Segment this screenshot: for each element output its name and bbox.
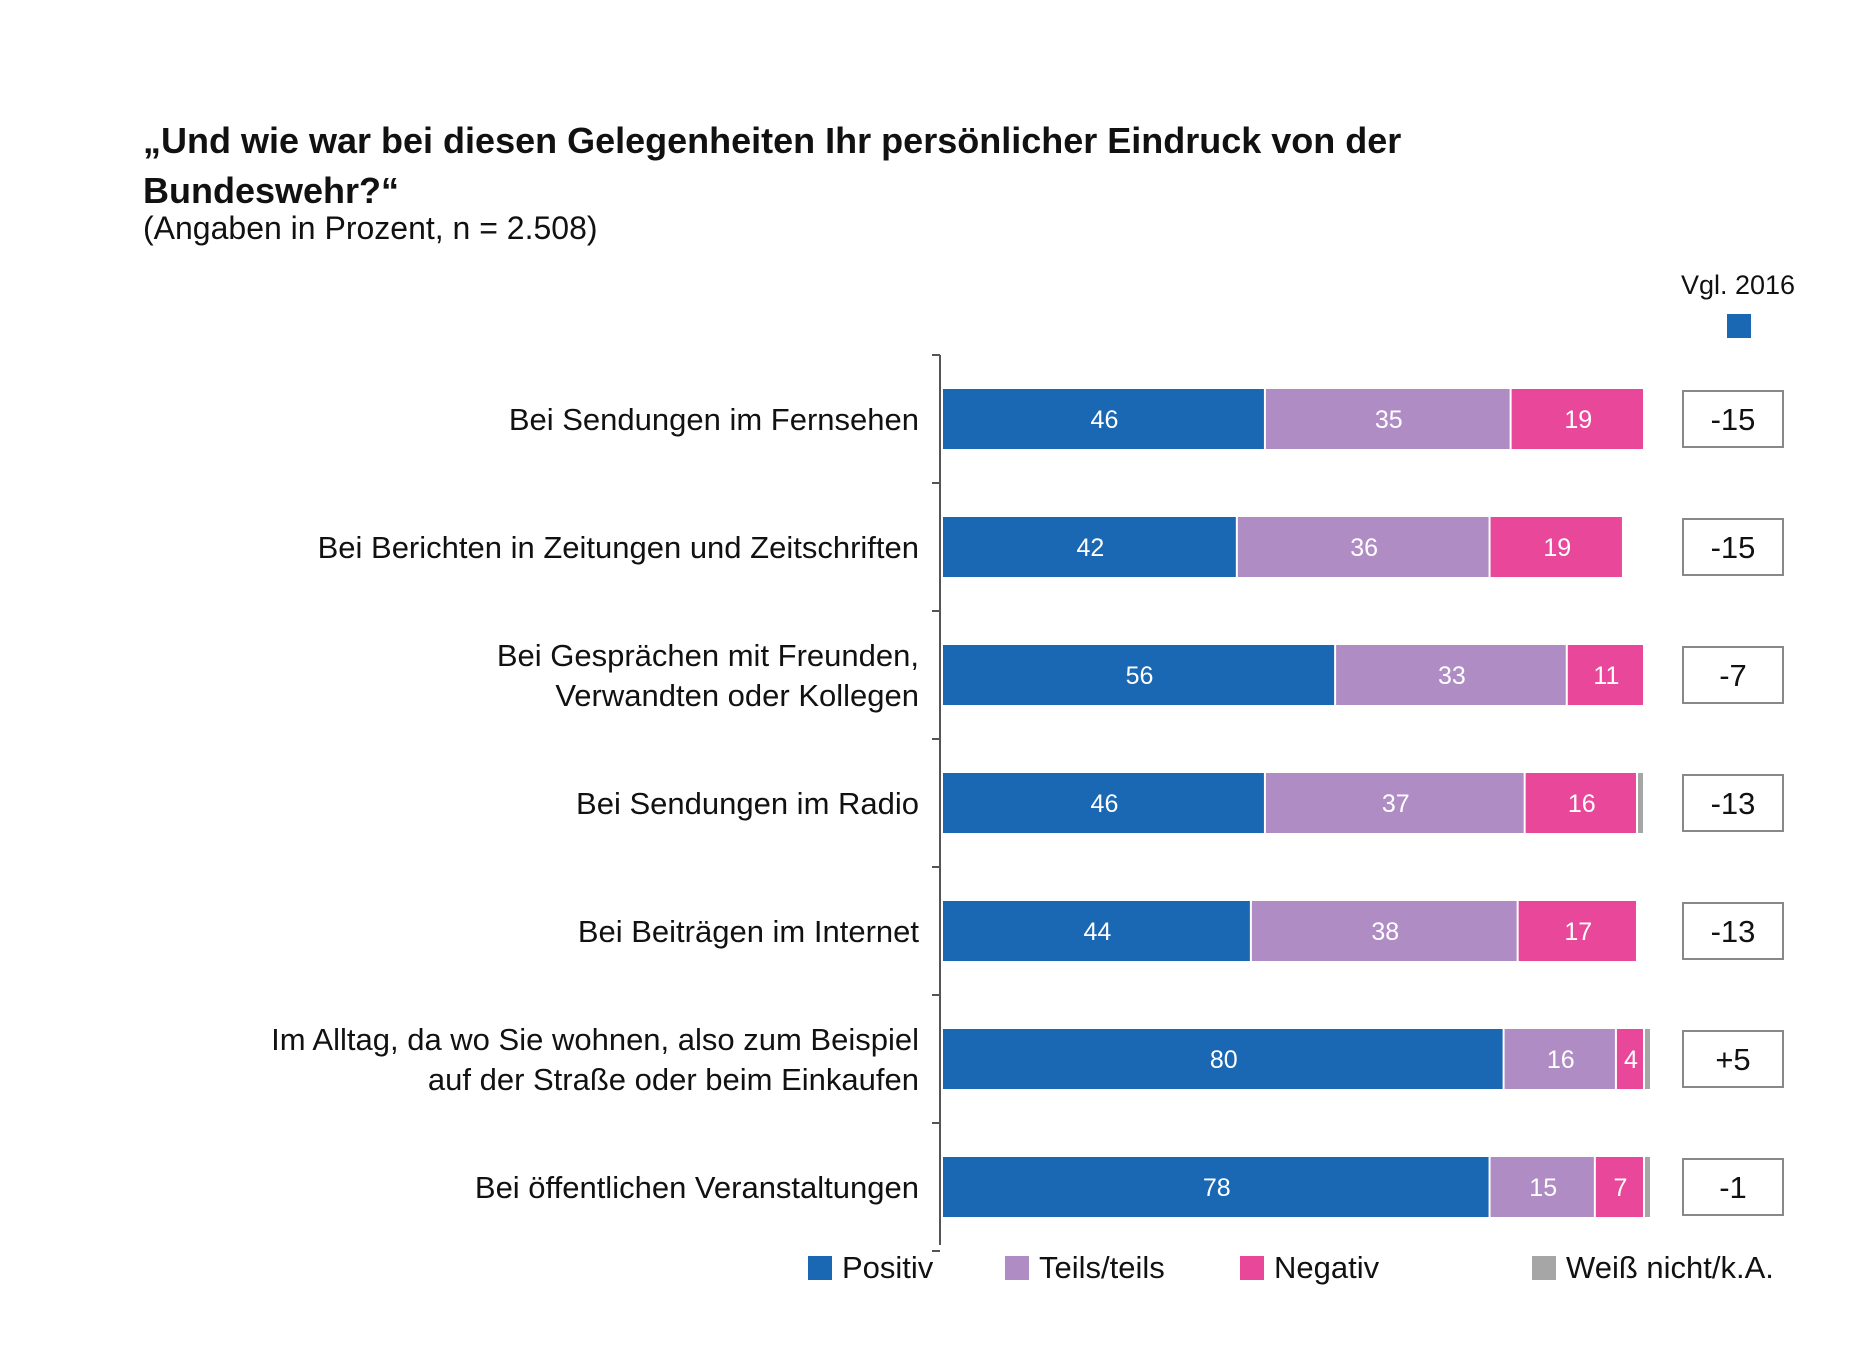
comparison-value: -13 <box>1711 914 1756 949</box>
bar-segment <box>1567 645 1643 705</box>
bar-value-label: 46 <box>1091 406 1119 434</box>
bar-value-label: 44 <box>1084 918 1112 946</box>
category-label: Bei öffentlichen Veranstaltungen <box>475 1170 919 1205</box>
bar-value-label: 37 <box>1382 790 1410 818</box>
bar-value-label: 4 <box>1624 1046 1638 1074</box>
bar-segment <box>943 1029 1503 1089</box>
comparison-value: -7 <box>1719 658 1747 693</box>
comparison-box <box>1682 1158 1784 1216</box>
bar-segment <box>943 1157 1489 1217</box>
bar-value-label: 16 <box>1547 1046 1575 1074</box>
bar-segment <box>1237 517 1489 577</box>
bar-segment <box>1637 773 1643 833</box>
comparison-box <box>1682 390 1784 448</box>
comparison-header: Vgl. 2016 <box>1680 270 1796 300</box>
category-label: Bei Sendungen im Fernsehen <box>509 402 919 437</box>
bar-segment <box>1490 517 1622 577</box>
legend-item-positiv: Positiv <box>808 1250 933 1286</box>
bar-segment <box>1511 389 1643 449</box>
comparison-box <box>1682 1030 1784 1088</box>
legend-label-weiss-nicht: Weiß nicht/k.A. <box>1566 1250 1774 1285</box>
bar-value-label: 33 <box>1438 662 1466 690</box>
bar-value-label: 17 <box>1564 918 1592 946</box>
bar-segment <box>1518 901 1636 961</box>
bar-value-label: 35 <box>1375 406 1403 434</box>
chart-title: „Und wie war bei diesen Gelegenheiten Ih… <box>143 120 1402 211</box>
category-label: Bei Beiträgen im Internet <box>578 914 920 949</box>
legend-item-weiss-nicht: Weiß nicht/k.A. <box>1532 1250 1774 1286</box>
comparison-swatch <box>1727 314 1751 338</box>
bar-segment <box>1504 1029 1615 1089</box>
bar-segment <box>943 517 1236 577</box>
chart-subtitle: (Angaben in Prozent, n = 2.508) <box>143 210 598 246</box>
category-label: Bei Gesprächen mit Freunden, <box>497 638 919 673</box>
bar-segment <box>1336 645 1566 705</box>
legend-item-negativ: Negativ <box>1240 1250 1379 1286</box>
category-label: Im Alltag, da wo Sie wohnen, also zum Be… <box>271 1022 919 1057</box>
bar-value-label: 46 <box>1091 790 1119 818</box>
category-label: Bei Berichten in Zeitungen und Zeitschri… <box>318 530 919 565</box>
comparison-box <box>1682 902 1784 960</box>
bar-value-label: 19 <box>1543 534 1571 562</box>
bar-segment <box>1525 773 1636 833</box>
bar-segment <box>943 645 1335 705</box>
comparison-box <box>1682 774 1784 832</box>
legend-label-negativ: Negativ <box>1274 1250 1380 1285</box>
legend-item-teils: Teils/teils <box>1005 1250 1165 1286</box>
legend-swatch-negativ <box>1240 1256 1264 1280</box>
bar-value-label: 36 <box>1350 534 1378 562</box>
bar-segment <box>1645 1029 1651 1089</box>
bar-value-label: 7 <box>1613 1174 1627 1202</box>
bar-segment <box>943 389 1264 449</box>
comparison-box <box>1682 518 1784 576</box>
bar-segment <box>943 773 1264 833</box>
category-label: Verwandten oder Kollegen <box>555 678 919 713</box>
comparison-value: -13 <box>1711 786 1756 821</box>
legend-swatch-positiv <box>808 1256 832 1280</box>
legend-label-teils: Teils/teils <box>1039 1250 1165 1285</box>
bar-value-label: 78 <box>1203 1174 1231 1202</box>
legend-label-positiv: Positiv <box>842 1250 934 1285</box>
legend-swatch-weiss-nicht <box>1532 1256 1556 1280</box>
bar-value-label: 80 <box>1210 1046 1238 1074</box>
bar-segment <box>1645 1157 1651 1217</box>
bar-segment <box>943 901 1250 961</box>
comparison-value: -1 <box>1719 1170 1747 1205</box>
bar-segment <box>1490 1157 1594 1217</box>
bar-segment <box>1265 389 1510 449</box>
bar-value-label: 11 <box>1593 662 1619 690</box>
category-label: auf der Straße oder beim Einkaufen <box>428 1062 919 1097</box>
bar-segment <box>1595 1157 1643 1217</box>
bar-segment <box>1251 901 1517 961</box>
comparison-value: -15 <box>1711 530 1756 565</box>
bar-segment <box>1265 773 1524 833</box>
legend-swatch-teils <box>1005 1256 1029 1280</box>
comparison-value: +5 <box>1715 1042 1750 1077</box>
category-label: Bei Sendungen im Radio <box>576 786 919 821</box>
bar-value-label: 38 <box>1371 918 1399 946</box>
bar-value-label: 16 <box>1568 790 1596 818</box>
bar-value-label: 19 <box>1564 406 1592 434</box>
bar-segment <box>1616 1029 1643 1089</box>
bar-value-label: 42 <box>1077 534 1105 562</box>
comparison-value: -15 <box>1711 402 1756 437</box>
comparison-box <box>1682 646 1784 704</box>
bar-value-label: 15 <box>1529 1174 1557 1202</box>
bar-value-label: 56 <box>1126 662 1154 690</box>
legend: Positiv Teils/teils Negativ Weiß nicht/k… <box>0 1250 1860 1310</box>
